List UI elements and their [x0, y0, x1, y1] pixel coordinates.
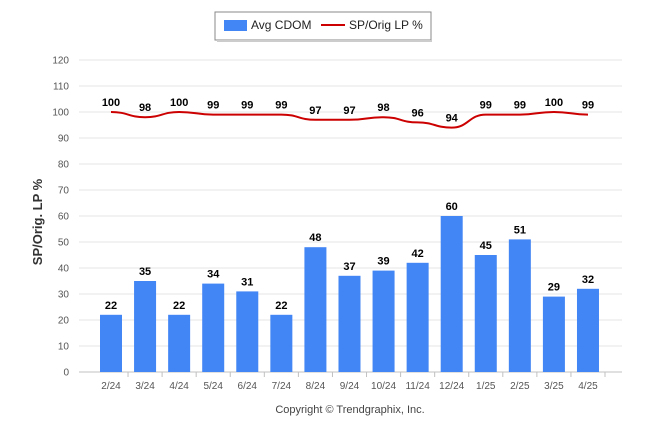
bar	[338, 275, 361, 372]
line-data-label: 100	[170, 97, 188, 109]
line-data-label: 100	[102, 97, 120, 109]
y-tick-label: 80	[58, 160, 70, 171]
y-tick-label: 90	[58, 134, 70, 145]
bar	[100, 314, 122, 372]
y-tick-label: 0	[63, 368, 69, 379]
line-data-label: 96	[412, 107, 424, 119]
bar	[236, 291, 259, 372]
y-tick-label: 110	[53, 82, 69, 93]
x-category-label: 7/24	[272, 381, 292, 392]
line-data-label: 100	[545, 97, 563, 109]
bar	[202, 283, 225, 372]
legend-swatch-avg-cdom	[224, 20, 247, 31]
line-data-label: 99	[514, 100, 526, 112]
line-data-label: 99	[207, 100, 219, 112]
bar-data-label: 42	[412, 248, 424, 260]
y-tick-label: 40	[58, 264, 70, 275]
bar-data-label: 39	[377, 256, 389, 268]
x-category-label: 2/24	[101, 381, 121, 392]
x-axis-categories: 2/24 3/24 4/24 5/24 6/24 7/24 8/24 9/24 10/24 11/…	[101, 372, 606, 392]
bar	[474, 255, 497, 372]
bar	[304, 247, 327, 372]
bar-data-label: 22	[105, 300, 117, 312]
y-tick-label: 100	[52, 108, 69, 119]
bar	[406, 262, 429, 372]
bar-data-label: 35	[139, 266, 151, 278]
bar	[134, 281, 157, 372]
copyright-text: Copyright © Trendgraphix, Inc.	[275, 404, 424, 416]
x-category-label: 9/24	[340, 381, 360, 392]
line-data-label: 99	[241, 100, 253, 112]
line-data-label: 99	[480, 100, 492, 112]
bar-data-label: 60	[446, 201, 458, 213]
bar-series	[100, 216, 599, 372]
bar-data-label: 37	[343, 261, 355, 273]
bar-data-label: 48	[309, 232, 321, 244]
bar-data-label: 22	[173, 300, 185, 312]
line-data-label: 97	[309, 105, 321, 117]
y-tick-label: 120	[52, 56, 69, 67]
bar	[576, 288, 599, 372]
y-axis-ticks: 0 10 20 30 40 50 60 70 80 90 100 110 120	[52, 56, 69, 379]
legend: Avg CDOM SP/Orig LP %	[214, 11, 432, 42]
line-series	[110, 110, 588, 129]
line-data-label: 99	[275, 100, 287, 112]
line-data-label: 98	[377, 102, 389, 114]
x-category-label: 4/25	[578, 381, 598, 392]
x-category-label: 8/24	[306, 381, 326, 392]
legend-label-avg-cdom: Avg CDOM	[251, 18, 311, 32]
x-category-label: 10/24	[371, 381, 396, 392]
x-category-label: 1/25	[476, 381, 496, 392]
bar-data-label: 22	[275, 300, 287, 312]
x-category-label: 5/24	[203, 381, 223, 392]
bar	[508, 239, 531, 372]
y-tick-label: 50	[58, 238, 70, 249]
bar	[270, 314, 293, 372]
line-data-label: 98	[139, 102, 151, 114]
bar-data-label: 32	[582, 274, 594, 286]
x-category-label: 3/25	[544, 381, 564, 392]
line-data-label: 94	[446, 113, 459, 125]
y-tick-label: 70	[58, 186, 70, 197]
y-axis-title: SP/Orig. LP %	[30, 178, 45, 265]
y-tick-label: 20	[58, 316, 70, 327]
bar-data-label: 29	[548, 282, 560, 294]
y-tick-label: 60	[58, 212, 70, 223]
x-category-label: 11/24	[405, 381, 430, 392]
bar-data-label: 34	[207, 269, 220, 281]
bar	[542, 296, 565, 372]
x-category-label: 3/24	[135, 381, 155, 392]
x-category-label: 4/24	[169, 381, 189, 392]
x-category-label: 2/25	[510, 381, 530, 392]
bar	[440, 216, 463, 372]
bar-data-label: 51	[514, 224, 526, 236]
line-data-label: 99	[582, 100, 594, 112]
legend-label-sp-orig-lp: SP/Orig LP %	[349, 18, 423, 32]
line-path-sp-orig-lp	[110, 110, 588, 129]
x-category-label: 6/24	[238, 381, 258, 392]
line-data-label: 97	[343, 105, 355, 117]
y-tick-label: 30	[58, 290, 70, 301]
bar-data-label: 45	[480, 240, 492, 252]
y-tick-label: 10	[58, 342, 70, 353]
x-category-label: 12/24	[439, 381, 464, 392]
bar-data-label: 31	[241, 276, 253, 288]
bar	[372, 270, 395, 372]
bar-data-labels: 22 35 22 34 31 22 48 37 39 42 60 45 51 29 32	[105, 201, 594, 312]
line-data-labels: 100 98 100 99 99 99 97 97 98 96 94 99 99 100 99	[102, 97, 594, 125]
bar	[168, 314, 191, 372]
